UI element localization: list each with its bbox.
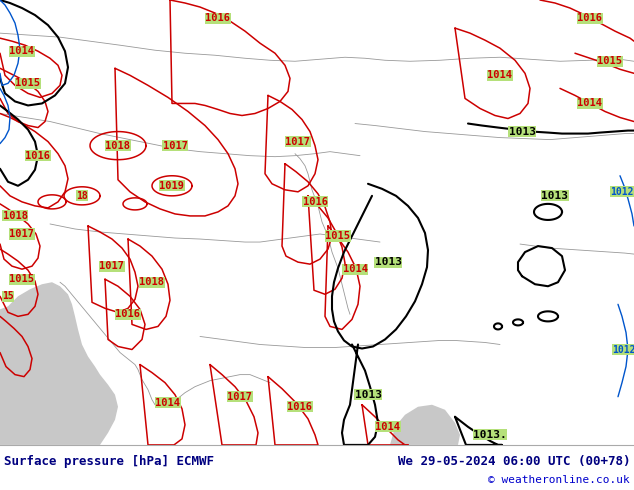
Polygon shape	[390, 405, 460, 445]
Text: 1013: 1013	[375, 257, 401, 267]
Text: 1016: 1016	[115, 309, 141, 319]
Text: 1016: 1016	[287, 402, 313, 412]
Text: 1015: 1015	[597, 56, 623, 66]
Text: 1014: 1014	[155, 398, 181, 408]
Text: © weatheronline.co.uk: © weatheronline.co.uk	[488, 475, 630, 485]
Text: 1019: 1019	[160, 181, 184, 191]
Text: 1017: 1017	[100, 261, 124, 271]
Text: 1017: 1017	[10, 229, 34, 239]
Text: 1014: 1014	[578, 98, 602, 108]
Text: 1015: 1015	[325, 231, 351, 241]
Text: 1014: 1014	[488, 71, 512, 80]
Text: 1018: 1018	[3, 211, 27, 221]
Text: 1017: 1017	[285, 137, 311, 147]
Text: 1015: 1015	[15, 78, 41, 88]
Text: 1013: 1013	[354, 390, 382, 400]
Text: We 29-05-2024 06:00 UTC (00+78): We 29-05-2024 06:00 UTC (00+78)	[398, 455, 630, 468]
Text: 1017: 1017	[228, 392, 252, 402]
Text: 1016: 1016	[205, 13, 231, 23]
Polygon shape	[0, 282, 118, 445]
Text: 1016: 1016	[25, 150, 51, 161]
Text: 1013: 1013	[541, 191, 569, 201]
Text: 1012: 1012	[611, 187, 634, 197]
Text: 1018: 1018	[139, 277, 164, 287]
Text: 1016: 1016	[302, 197, 328, 207]
Text: 15: 15	[2, 291, 14, 301]
Text: 1014: 1014	[10, 46, 34, 56]
Text: 1016: 1016	[578, 13, 602, 23]
Text: 1015: 1015	[10, 274, 34, 284]
Text: 1017: 1017	[162, 141, 188, 150]
Text: 1018: 1018	[105, 141, 131, 150]
Text: 1014: 1014	[342, 264, 368, 274]
Text: 1014: 1014	[375, 422, 401, 432]
Text: 1012: 1012	[612, 344, 634, 354]
Text: 1013: 1013	[508, 126, 536, 137]
Text: Surface pressure [hPa] ECMWF: Surface pressure [hPa] ECMWF	[4, 455, 214, 468]
Text: 1013.: 1013.	[473, 430, 507, 440]
Text: 18: 18	[76, 191, 88, 201]
